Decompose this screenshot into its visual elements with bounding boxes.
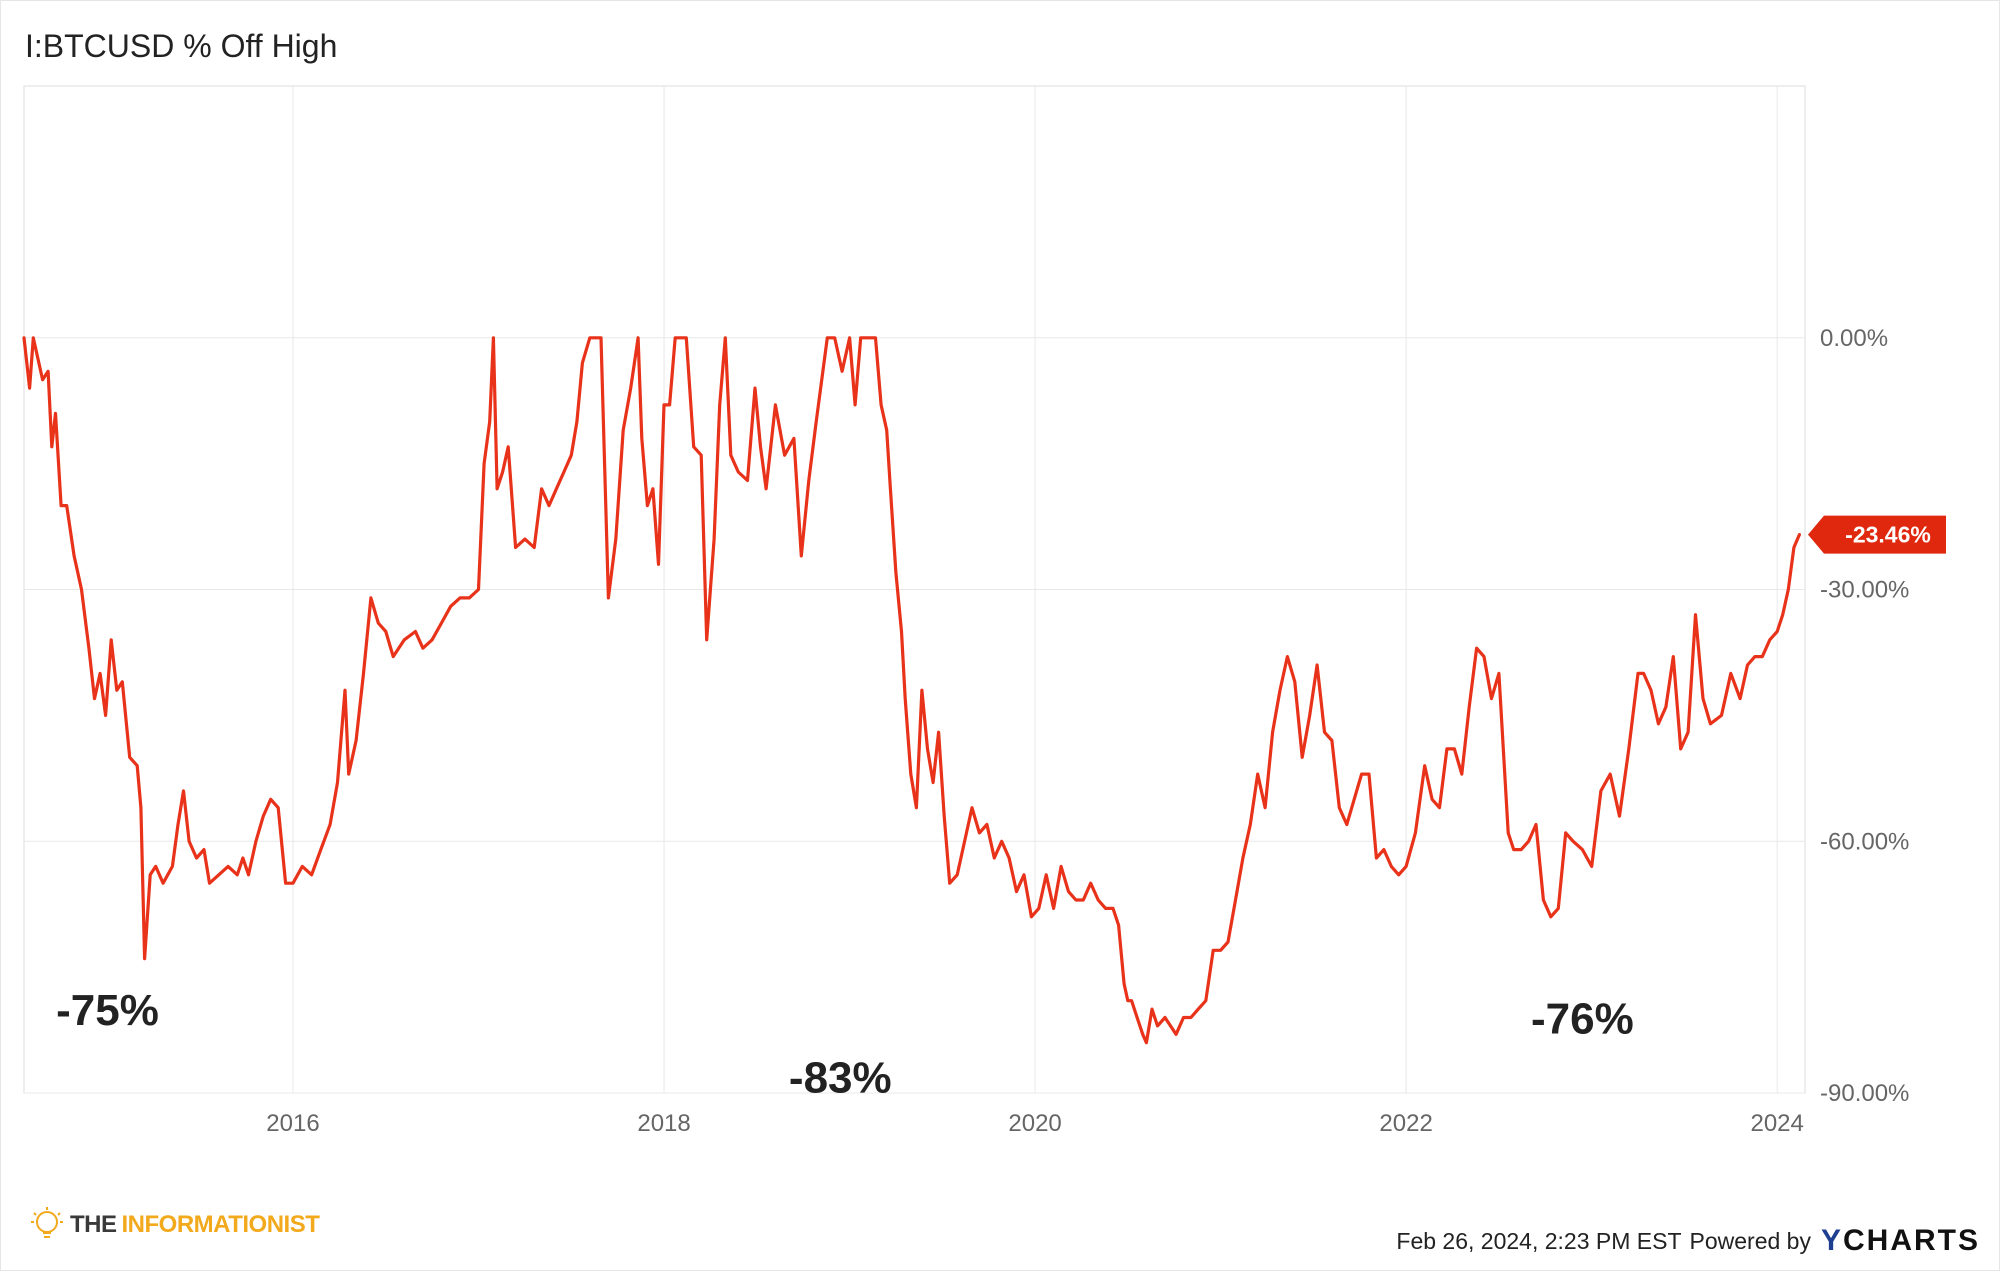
- brand-informationist: INFORMATIONIST: [121, 1211, 320, 1238]
- series-line: [22, 336, 1801, 1045]
- annotation-layer: -75% -83% -76%: [56, 986, 1634, 1102]
- x-tick-label: 2020: [1008, 1110, 1061, 1137]
- axis-layer: 0.00% -30.00% -60.00% -90.00% 2016 2018 2020 20…: [266, 325, 1909, 1137]
- x-tick-label: 2022: [1379, 1110, 1432, 1137]
- line-layer: [22, 336, 1801, 1045]
- y-tick-label: -60.00%: [1820, 828, 1909, 855]
- grid-layer: [23, 85, 1806, 1094]
- x-tick-label: 2018: [637, 1110, 690, 1137]
- annotation-label: -75%: [56, 986, 159, 1035]
- x-tick-label: 2016: [266, 1110, 319, 1137]
- ycharts-logo-y: Y: [1820, 1224, 1843, 1257]
- x-tick-label: 2024: [1750, 1110, 1803, 1137]
- y-tick-label: -30.00%: [1820, 577, 1909, 604]
- badge-layer: -23.46%: [1808, 515, 1946, 554]
- brand-the: THE: [70, 1211, 117, 1238]
- powered-by-text: Powered by: [1689, 1227, 1811, 1254]
- annotation-label: -83%: [789, 1053, 892, 1102]
- y-tick-label: 0.00%: [1820, 325, 1888, 352]
- y-tick-label: -90.00%: [1820, 1080, 1909, 1107]
- ycharts-logo[interactable]: YCHARTS: [1821, 1224, 1980, 1258]
- lightbulb-icon: [31, 1207, 63, 1238]
- timestamp: Feb 26, 2024, 2:23 PM EST: [1396, 1227, 1682, 1254]
- brand-logo: THE INFORMATIONIST: [30, 1205, 320, 1245]
- annotation-label: -76%: [1531, 995, 1634, 1044]
- last-value-label: -23.46%: [1845, 522, 1931, 548]
- last-value-badge: [1808, 515, 1946, 554]
- chart-title: I:BTCUSD % Off High: [25, 28, 338, 64]
- footer: Feb 26, 2024, 2:23 PM EST Powered by YCH…: [1396, 1224, 1980, 1258]
- ycharts-logo-rest: CHARTS: [1843, 1224, 1980, 1257]
